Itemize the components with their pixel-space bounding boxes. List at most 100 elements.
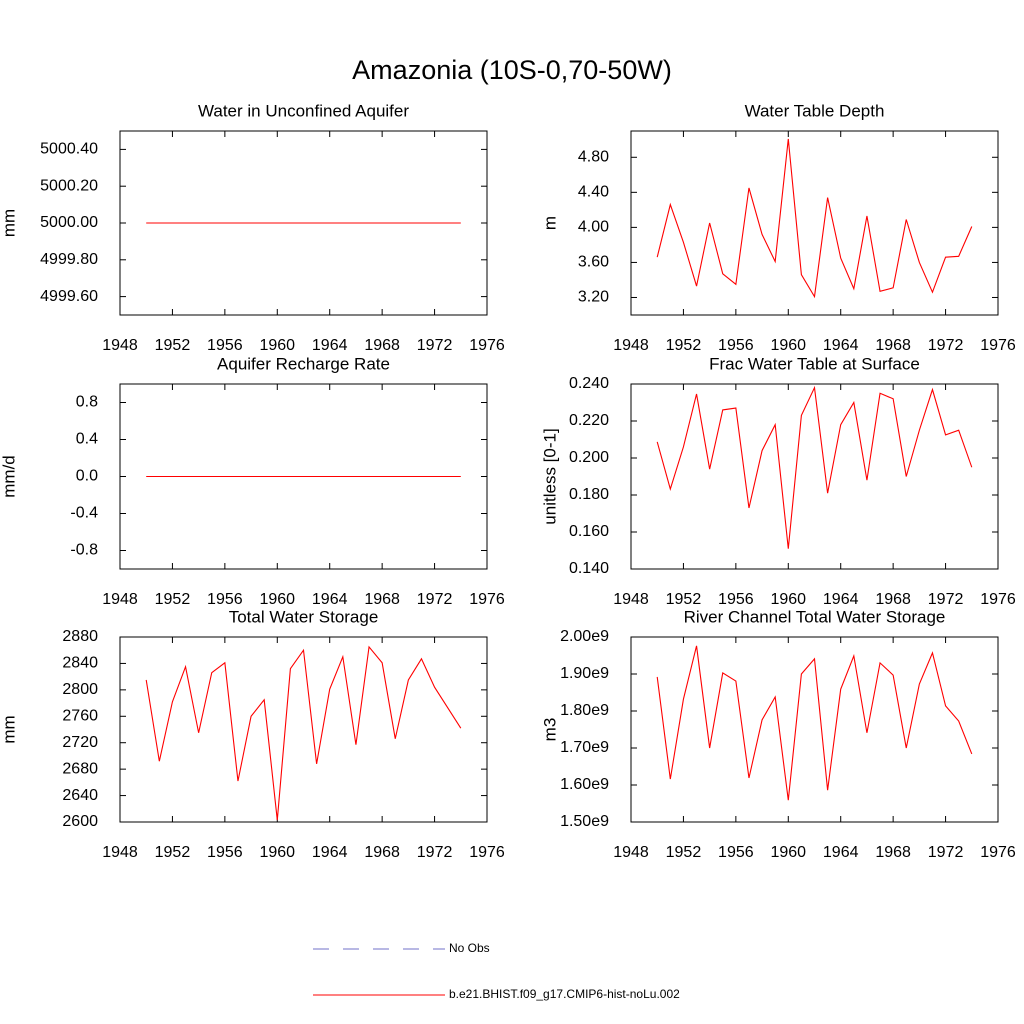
plot-frame	[119, 636, 488, 823]
y-tick-label: 4.00	[578, 219, 609, 236]
x-tick-label: 1976	[980, 591, 1016, 608]
plot-frame	[630, 130, 999, 316]
y-tick-label: 0.4	[76, 431, 98, 448]
panel-title: Water in Unconfined Aquifer	[198, 101, 409, 120]
x-tick-label: 1964	[312, 844, 348, 861]
y-tick-label: 0.140	[569, 560, 609, 577]
figure-title: Amazonia (10S-0,70-50W)	[352, 55, 672, 85]
y-tick-label: 0.0	[76, 468, 98, 485]
plot-frame	[630, 636, 999, 823]
x-tick-label: 1952	[155, 844, 191, 861]
x-tick-label: 1972	[928, 337, 964, 354]
y-tick-label: 2760	[62, 708, 98, 725]
y-tick-label: 4999.80	[40, 251, 98, 268]
panel-title: Frac Water Table at Surface	[709, 354, 920, 373]
y-tick-label: 2720	[62, 734, 98, 751]
y-tick-label: 0.200	[569, 449, 609, 466]
y-tick-label: 2840	[62, 655, 98, 672]
data-line	[656, 385, 973, 549]
x-tick-label: 1952	[155, 337, 191, 354]
x-tick-label: 1948	[102, 591, 138, 608]
x-tick-label: 1968	[364, 844, 400, 861]
x-tick-label: 1948	[613, 337, 649, 354]
x-tick-label: 1948	[613, 591, 649, 608]
x-tick-label: 1948	[613, 844, 649, 861]
y-axis-label: m	[540, 216, 559, 230]
plot-frame	[630, 383, 999, 570]
x-tick-label: 1956	[718, 337, 754, 354]
y-tick-label: 0.8	[76, 394, 98, 411]
x-tick-label: 1972	[417, 337, 453, 354]
y-tick-label: 0.220	[569, 412, 609, 429]
x-tick-label: 1956	[207, 844, 243, 861]
x-tick-label: 1968	[364, 591, 400, 608]
x-tick-label: 1960	[259, 337, 295, 354]
y-tick-label: 1.50e9	[560, 813, 609, 830]
y-tick-label: 2600	[62, 813, 98, 830]
x-tick-label: 1964	[823, 337, 859, 354]
y-tick-label: 4.40	[578, 184, 609, 201]
y-tick-label: 0.180	[569, 486, 609, 503]
x-tick-label: 1976	[980, 844, 1016, 861]
y-tick-label: -0.8	[70, 542, 98, 559]
x-tick-label: 1952	[666, 337, 702, 354]
panel-title: River Channel Total Water Storage	[684, 607, 946, 626]
x-tick-label: 1956	[207, 337, 243, 354]
y-tick-label: 1.90e9	[560, 665, 609, 682]
x-tick-label: 1964	[312, 591, 348, 608]
panel-title: Total Water Storage	[229, 607, 379, 626]
panel-title: Water Table Depth	[745, 101, 885, 120]
x-tick-label: 1968	[875, 591, 911, 608]
x-tick-label: 1972	[928, 591, 964, 608]
y-axis-label: mm	[0, 715, 18, 743]
panel-title: Aquifer Recharge Rate	[217, 354, 390, 373]
x-tick-label: 1976	[469, 591, 505, 608]
y-tick-label: 3.60	[578, 254, 609, 271]
x-tick-label: 1956	[207, 591, 243, 608]
y-tick-label: 5000.00	[40, 214, 98, 231]
y-axis-label: mm	[0, 209, 18, 237]
x-tick-label: 1948	[102, 844, 138, 861]
x-tick-label: 1976	[469, 844, 505, 861]
data-line	[145, 645, 462, 821]
data-line	[656, 138, 973, 299]
data-line	[656, 645, 973, 801]
x-tick-label: 1960	[259, 844, 295, 861]
x-tick-label: 1960	[770, 337, 806, 354]
x-tick-label: 1964	[823, 844, 859, 861]
y-axis-label: mm/d	[0, 455, 18, 498]
y-tick-label: 4.80	[578, 149, 609, 166]
x-tick-label: 1964	[312, 337, 348, 354]
x-tick-label: 1952	[155, 591, 191, 608]
x-tick-label: 1952	[666, 844, 702, 861]
y-tick-label: 2680	[62, 760, 98, 777]
y-tick-label: 2800	[62, 681, 98, 698]
y-tick-label: 3.20	[578, 289, 609, 306]
x-tick-label: 1964	[823, 591, 859, 608]
x-tick-label: 1972	[417, 591, 453, 608]
x-tick-label: 1972	[928, 844, 964, 861]
x-tick-label: 1976	[469, 337, 505, 354]
y-tick-label: 1.60e9	[560, 776, 609, 793]
x-tick-label: 1956	[718, 591, 754, 608]
y-tick-label: 2880	[62, 628, 98, 645]
legend-label: b.e21.BHIST.f09_g17.CMIP6-hist-noLu.002	[449, 987, 680, 1001]
y-axis-label: unitless [0-1]	[540, 428, 559, 524]
y-tick-label: 4999.60	[40, 288, 98, 305]
x-tick-label: 1960	[770, 591, 806, 608]
y-tick-label: 0.160	[569, 523, 609, 540]
x-tick-label: 1956	[718, 844, 754, 861]
x-tick-label: 1968	[875, 337, 911, 354]
x-tick-label: 1968	[875, 844, 911, 861]
y-tick-label: 1.70e9	[560, 739, 609, 756]
y-tick-label: 1.80e9	[560, 702, 609, 719]
y-tick-label: 2.00e9	[560, 628, 609, 645]
y-tick-label: 2640	[62, 787, 98, 804]
x-tick-label: 1972	[417, 844, 453, 861]
x-tick-label: 1976	[980, 337, 1016, 354]
x-tick-label: 1952	[666, 591, 702, 608]
y-tick-label: -0.4	[70, 505, 98, 522]
y-tick-label: 0.240	[569, 375, 609, 392]
y-tick-label: 5000.40	[40, 141, 98, 158]
